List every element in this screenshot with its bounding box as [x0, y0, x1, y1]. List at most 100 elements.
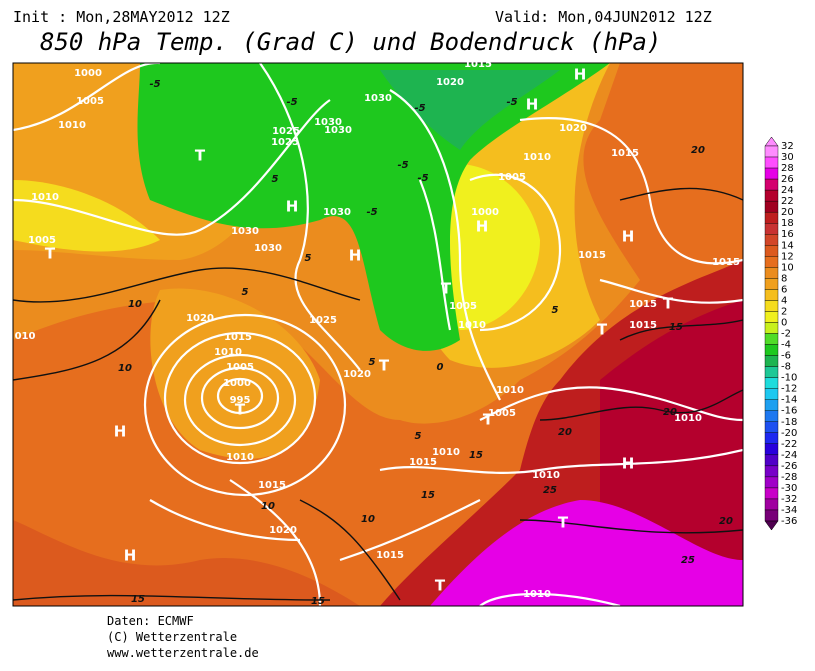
colorbar-swatch	[764, 289, 779, 301]
colorbar-swatch	[764, 377, 779, 389]
contour-label: 1015	[629, 320, 657, 331]
contour-label: -5	[506, 97, 517, 108]
contour-label: -5	[366, 207, 377, 218]
colorbar-label: -22	[781, 439, 797, 450]
colorbar: 32302826242220181614121086420-2-4-6-8-10…	[764, 136, 797, 531]
colorbar-swatch	[764, 167, 779, 180]
colorbar-swatch	[764, 399, 779, 411]
colorbar-label: 12	[781, 251, 794, 262]
contour-label: 5	[272, 174, 279, 185]
contour-label: 1010	[523, 589, 551, 600]
pressure-center: T	[483, 411, 494, 429]
contour-label: 1010	[674, 413, 702, 424]
colorbar-label: -6	[781, 351, 791, 362]
contour-label: 10	[261, 501, 275, 512]
contour-label: 15	[669, 322, 683, 333]
colorbar-swatch	[764, 432, 779, 445]
colorbar-label: 4	[781, 295, 787, 306]
colorbar-swatch	[764, 476, 779, 489]
contour-label: 1015	[376, 550, 404, 561]
contour-label: 1015	[629, 299, 657, 310]
pressure-center: H	[349, 247, 362, 265]
contour-label: 1030	[324, 125, 352, 136]
colorbar-label: 14	[781, 240, 794, 251]
contour-label: 15	[311, 596, 325, 607]
contour-label: 1005	[76, 96, 104, 107]
colorbar-swatch	[764, 498, 779, 511]
contour-label: 1010	[226, 452, 254, 463]
colorbar-swatch	[764, 410, 779, 422]
contour-label: 1015	[409, 457, 437, 468]
colorbar-cap	[764, 136, 779, 147]
contour-label: 20	[558, 427, 572, 438]
colorbar-label: -8	[781, 362, 791, 373]
colorbar-label: 10	[781, 262, 794, 273]
colorbar-label: -24	[781, 450, 797, 461]
map-title: 850 hPa Temp. (Grad C) und Bodendruck (h…	[40, 28, 661, 56]
colorbar-swatch	[764, 487, 779, 500]
contour-label: 1020	[559, 123, 587, 134]
copyright: (C) Wetterzentrale	[107, 630, 237, 644]
contour-label: 1010	[496, 385, 524, 396]
contour-label: 1005	[226, 362, 254, 373]
colorbar-label: -10	[781, 373, 797, 384]
data-source: Daten: ECMWF	[107, 614, 194, 628]
pressure-center: H	[526, 96, 539, 114]
contour-label: 1030	[323, 207, 351, 218]
pressure-center: H	[574, 66, 587, 84]
colorbar-label: 20	[781, 207, 794, 218]
map-frame	[12, 62, 744, 607]
colorbar-swatch	[764, 145, 779, 158]
pressure-center: H	[622, 455, 635, 473]
colorbar-label: -18	[781, 417, 797, 428]
contour-label: 1010	[523, 152, 551, 163]
colorbar-swatch	[764, 278, 779, 290]
pressure-center: T	[235, 401, 246, 419]
pressure-center: H	[286, 198, 299, 216]
colorbar-label: 22	[781, 196, 794, 207]
colorbar-label: -4	[781, 340, 791, 351]
colorbar-swatch	[764, 366, 779, 378]
colorbar-label: 24	[781, 185, 794, 196]
contour-label: -5	[149, 79, 160, 90]
contour-label: 10	[118, 363, 132, 374]
contour-label: 1005	[488, 408, 516, 419]
colorbar-label: -34	[781, 505, 797, 516]
contour-label: 995	[230, 395, 251, 406]
colorbar-swatch	[764, 300, 779, 312]
pressure-center: T	[441, 280, 452, 298]
colorbar-label: -26	[781, 461, 797, 472]
contour-label: 1025	[309, 315, 337, 326]
contour-label: 1000	[471, 207, 499, 218]
pressure-center: H	[476, 218, 489, 236]
colorbar-label: -12	[781, 384, 797, 395]
contour-label: 1010	[432, 447, 460, 458]
colorbar-swatch	[764, 245, 779, 257]
colorbar-swatch	[764, 322, 779, 334]
contour-label: 25	[543, 485, 557, 496]
pressure-center: H	[124, 547, 137, 565]
colorbar-swatch	[764, 421, 779, 433]
contour-label: 1015	[611, 148, 639, 159]
colorbar-swatch	[764, 355, 779, 367]
contour-label: 1030	[364, 93, 392, 104]
contour-label: 1015	[464, 59, 492, 70]
contour-label: 15	[421, 490, 435, 501]
colorbar-swatch	[764, 223, 779, 235]
contour-label: 0	[437, 362, 444, 373]
colorbar-label: 26	[781, 174, 794, 185]
contour-label: 10	[361, 514, 375, 525]
contour-label: 5	[552, 305, 559, 316]
contour-label: 1020	[269, 525, 297, 536]
contour-label: 1005	[498, 172, 526, 183]
colorbar-swatch	[764, 509, 779, 522]
contour-label: 1010	[214, 347, 242, 358]
map-labels: 100010051010101010050101010HH15102010151…	[15, 59, 740, 607]
colorbar-label: -28	[781, 472, 797, 483]
contour-label: 1005	[449, 301, 477, 312]
contour-label: 5	[369, 357, 376, 368]
contour-label: 1010	[532, 470, 560, 481]
contour-label: -5	[286, 97, 297, 108]
colorbar-swatch	[764, 267, 779, 279]
